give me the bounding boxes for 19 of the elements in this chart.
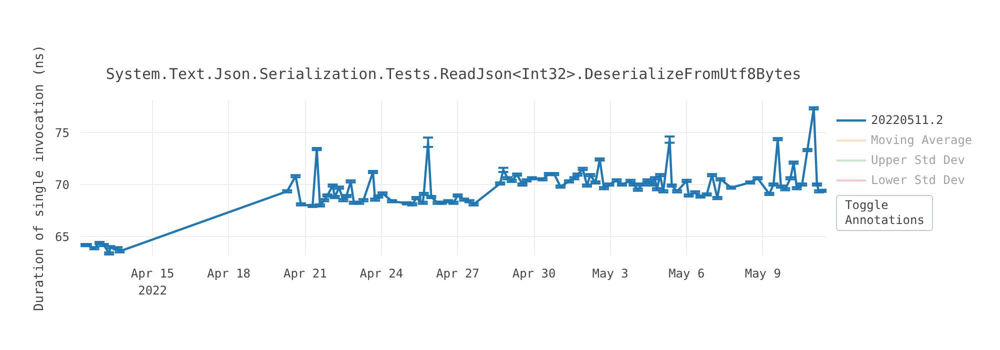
legend-label: Lower Std Dev [871,173,965,187]
y-tick-label: 70 [55,178,70,192]
chart-title: System.Text.Json.Serialization.Tests.ReadJson<Int32>.DeserializeFromUtf8Bytes [106,65,802,83]
x-tick-label: Apr 27 [436,266,480,280]
x-tick-label: May 9 [744,266,781,280]
x-tick-label: Apr 24 [360,266,404,280]
legend-label: Moving Average [871,133,972,147]
x-tick-label: Apr 18 [207,266,251,280]
x-tick-label: May 3 [592,266,628,280]
x-tick-label: May 6 [668,266,705,280]
y-tick-label: 75 [55,126,70,140]
x-tick-label: Apr 15 2022 [130,266,174,298]
legend-label: Upper Std Dev [871,153,965,167]
y-axis-title: Duration of single invocation (ns) [32,44,48,312]
text: Toggle Annotations [845,198,924,228]
x-tick-label: Apr 30 [512,266,556,280]
legend-label: 20220511.2 [871,113,944,127]
y-tick-label: 65 [55,230,70,244]
x-tick-label: Apr 21 [283,266,327,280]
